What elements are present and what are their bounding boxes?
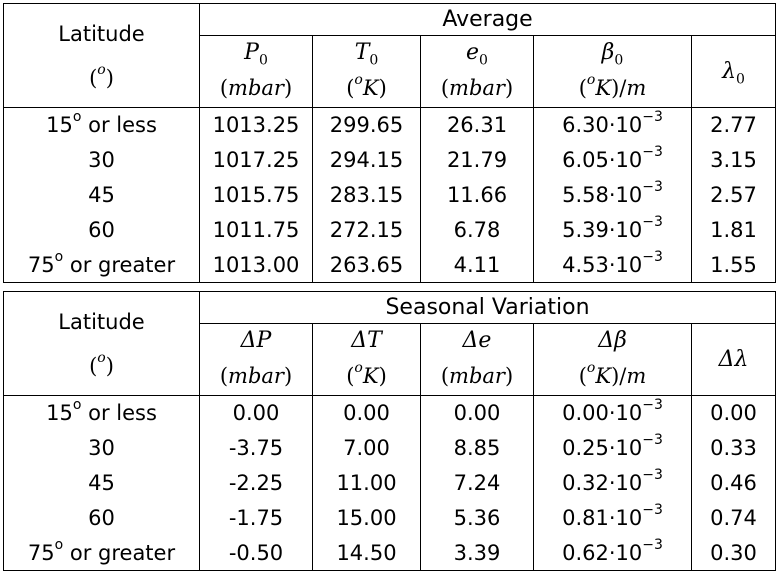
latitude-label: Latitude — [58, 309, 145, 334]
latitude-cell: 30 — [3, 142, 200, 178]
p-cell: 0.00 — [199, 395, 313, 431]
e-cell: 21.79 — [420, 142, 534, 178]
header-beta0: β0 — [533, 35, 692, 70]
lambda-cell: 0.30 — [691, 535, 776, 571]
lambda-cell: 2.77 — [691, 107, 776, 143]
beta-cell: 0.81·10−3 — [533, 500, 692, 536]
table-row: 75o or greater 1013.00 263.65 4.11 4.53·… — [3, 247, 776, 283]
p-cell: -1.75 — [199, 500, 313, 536]
lambda-cell: 3.15 — [691, 142, 776, 178]
t-cell: 7.00 — [312, 430, 421, 466]
latitude-header: Latitude (o) — [3, 3, 200, 108]
header-p0: P0 — [199, 35, 313, 70]
header-t0: T0 — [312, 35, 421, 70]
latitude-cell: 75o or greater — [3, 535, 200, 571]
p-cell: -0.50 — [199, 535, 313, 571]
e-cell: 5.36 — [420, 500, 534, 536]
table-row: 30 1017.25 294.15 21.79 6.05·10−3 3.15 — [3, 142, 776, 178]
header-lambda0: λ0 — [691, 35, 776, 108]
average-table: Latitude (o) Average P0 T0 e0 β0 λ0 (mba… — [3, 3, 776, 283]
t-cell: 15.00 — [312, 500, 421, 536]
e-cell: 8.85 — [420, 430, 534, 466]
table-row: 45 -2.25 11.00 7.24 0.32·10−3 0.46 — [3, 465, 776, 501]
table-row: 60 -1.75 15.00 5.36 0.81·10−3 0.74 — [3, 500, 776, 536]
latitude-cell: 15o or less — [3, 395, 200, 431]
beta-cell: 0.00·10−3 — [533, 395, 692, 431]
lambda-cell: 2.57 — [691, 177, 776, 213]
t-cell: 263.65 — [312, 247, 421, 283]
latitude-unit: (o) — [89, 61, 114, 90]
seasonal-table: Latitude (o) Seasonal Variation ΔP ΔT Δe… — [3, 291, 776, 571]
t-cell: 294.15 — [312, 142, 421, 178]
lambda-cell: 0.74 — [691, 500, 776, 536]
header-delta-e: Δe — [420, 323, 534, 358]
p-cell: 1013.25 — [199, 107, 313, 143]
unit-delta-e: (mbar) — [420, 357, 534, 396]
table-row: 15o or less 0.00 0.00 0.00 0.00·10−3 0.0… — [3, 395, 776, 431]
table-row: 15o or less 1013.25 299.65 26.31 6.30·10… — [3, 107, 776, 143]
p-cell: -3.75 — [199, 430, 313, 466]
beta-cell: 0.25·10−3 — [533, 430, 692, 466]
average-group-title: Average — [199, 3, 776, 36]
p-cell: 1013.00 — [199, 247, 313, 283]
t-cell: 11.00 — [312, 465, 421, 501]
t-cell: 0.00 — [312, 395, 421, 431]
beta-cell: 6.30·10−3 — [533, 107, 692, 143]
header-delta-p: ΔP — [199, 323, 313, 358]
seasonal-group-title: Seasonal Variation — [199, 291, 776, 324]
t-cell: 272.15 — [312, 212, 421, 248]
latitude-cell: 30 — [3, 430, 200, 466]
latitude-unit: (o) — [89, 349, 114, 378]
table-row: 45 1015.75 283.15 11.66 5.58·10−3 2.57 — [3, 177, 776, 213]
latitude-cell: 75o or greater — [3, 247, 200, 283]
latitude-cell: 60 — [3, 500, 200, 536]
header-delta-t: ΔT — [312, 323, 421, 358]
unit-e0: (mbar) — [420, 69, 534, 108]
p-cell: -2.25 — [199, 465, 313, 501]
beta-cell: 5.39·10−3 — [533, 212, 692, 248]
beta-cell: 6.05·10−3 — [533, 142, 692, 178]
p-cell: 1011.75 — [199, 212, 313, 248]
latitude-header: Latitude (o) — [3, 291, 200, 396]
e-cell: 4.11 — [420, 247, 534, 283]
latitude-cell: 45 — [3, 465, 200, 501]
beta-cell: 0.62·10−3 — [533, 535, 692, 571]
e-cell: 11.66 — [420, 177, 534, 213]
t-cell: 299.65 — [312, 107, 421, 143]
e-cell: 6.78 — [420, 212, 534, 248]
lambda-cell: 0.33 — [691, 430, 776, 466]
table-row: 30 -3.75 7.00 8.85 0.25·10−3 0.33 — [3, 430, 776, 466]
lambda-cell: 1.81 — [691, 212, 776, 248]
p-cell: 1015.75 — [199, 177, 313, 213]
table-row: 60 1011.75 272.15 6.78 5.39·10−3 1.81 — [3, 212, 776, 248]
unit-delta-p: (mbar) — [199, 357, 313, 396]
beta-cell: 0.32·10−3 — [533, 465, 692, 501]
t-cell: 283.15 — [312, 177, 421, 213]
header-delta-beta: Δβ — [533, 323, 692, 358]
unit-p0: (mbar) — [199, 69, 313, 108]
beta-cell: 5.58·10−3 — [533, 177, 692, 213]
lambda-cell: 1.55 — [691, 247, 776, 283]
table-row: 75o or greater -0.50 14.50 3.39 0.62·10−… — [3, 535, 776, 571]
beta-cell: 4.53·10−3 — [533, 247, 692, 283]
p-cell: 1017.25 — [199, 142, 313, 178]
unit-delta-beta: (oK)/m — [533, 357, 692, 396]
e-cell: 0.00 — [420, 395, 534, 431]
unit-beta0: (oK)/m — [533, 69, 692, 108]
e-cell: 3.39 — [420, 535, 534, 571]
unit-delta-t: (oK) — [312, 357, 421, 396]
header-delta-lambda: Δλ — [691, 323, 776, 396]
unit-t0: (oK) — [312, 69, 421, 108]
latitude-cell: 60 — [3, 212, 200, 248]
header-e0: e0 — [420, 35, 534, 70]
e-cell: 7.24 — [420, 465, 534, 501]
lambda-cell: 0.00 — [691, 395, 776, 431]
latitude-cell: 15o or less — [3, 107, 200, 143]
latitude-cell: 45 — [3, 177, 200, 213]
latitude-label: Latitude — [58, 21, 145, 46]
t-cell: 14.50 — [312, 535, 421, 571]
e-cell: 26.31 — [420, 107, 534, 143]
lambda-cell: 0.46 — [691, 465, 776, 501]
